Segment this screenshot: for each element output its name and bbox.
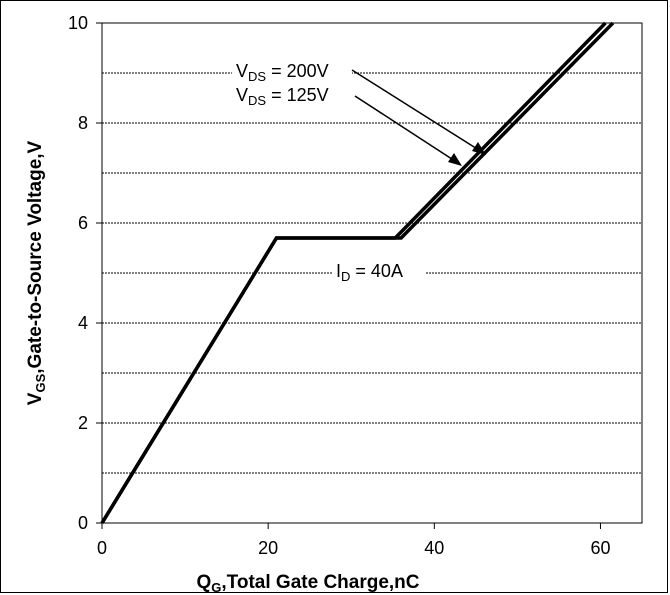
annotation-id-40a: ID = 40A	[336, 261, 403, 284]
annotation-vds-200v: VDS = 200V	[236, 61, 329, 84]
x-axis-title: QG,Total Gate Charge,nC	[196, 572, 419, 595]
y-tick-label: 8	[78, 113, 88, 133]
y-tick-label: 4	[78, 313, 88, 333]
series-line-vds-200v	[100, 21, 615, 524]
arrow-vds-125v	[354, 95, 459, 164]
annotation-id-background	[333, 257, 425, 285]
y-tick-label: 10	[68, 13, 88, 33]
y-tick-label: 2	[78, 413, 88, 433]
arrow-vds-200v	[351, 69, 483, 153]
annotation-background	[232, 57, 352, 107]
arrowhead-vds-200v	[472, 142, 486, 155]
arrowhead-vds-125v	[448, 153, 462, 166]
series-lines	[100, 21, 615, 524]
x-tick-label: 20	[258, 538, 278, 558]
axis-ticks: 0 2 4 6 8 10 0 20 40 60	[68, 13, 611, 558]
x-tick-label: 40	[424, 538, 444, 558]
x-tick-label: 0	[97, 538, 107, 558]
y-tick-label: 6	[78, 213, 88, 233]
y-tick-label: 0	[78, 513, 88, 533]
x-tick-label: 60	[590, 538, 610, 558]
annotation-vds-125v: VDS = 125V	[236, 85, 329, 108]
y-axis-title: VGS,Gate-to-Source Voltage,V	[25, 140, 48, 405]
annotation-arrows	[351, 69, 486, 166]
